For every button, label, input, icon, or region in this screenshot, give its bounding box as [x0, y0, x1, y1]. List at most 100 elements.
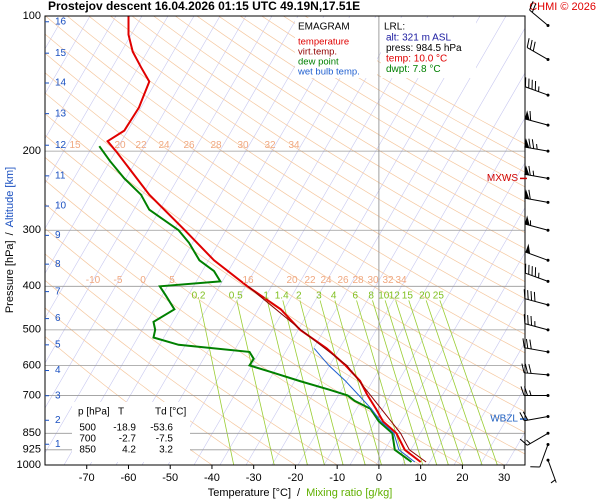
barb-base — [546, 176, 550, 180]
x-tick-label: 30 — [498, 472, 510, 484]
dry-adiabat — [45, 72, 525, 392]
profile-line — [106, 16, 422, 463]
mixing-ratio-label: 25 — [433, 290, 445, 301]
wind-barb — [519, 431, 550, 446]
altitude-label: 5 — [55, 339, 61, 350]
lrl-line: alt: 321 m ASL — [386, 33, 451, 44]
barb-full — [531, 3, 537, 13]
y-tick-label: 200 — [23, 145, 41, 157]
table-cell: -2.7 — [119, 434, 137, 445]
barb-half — [526, 439, 531, 444]
y-tick-label: 500 — [23, 324, 41, 336]
barb-full — [519, 438, 528, 446]
barb-full — [528, 189, 531, 200]
diagonal-line — [167, 16, 429, 465]
barb-staff — [524, 223, 549, 231]
barb-full — [528, 165, 531, 176]
legend-entry: dew point — [298, 57, 339, 68]
barb-base — [546, 93, 550, 97]
wind-barb — [519, 411, 550, 422]
dry-adiabat — [66, 16, 525, 317]
adiabat-label: 24 — [320, 275, 332, 286]
barb-full — [525, 338, 529, 349]
wind-barb — [524, 263, 550, 283]
mixing-ratio-label: 6 — [352, 290, 358, 301]
diagonal-line — [453, 341, 525, 465]
adiabat-label: 22 — [135, 140, 147, 151]
table-cell: 3.2 — [159, 445, 173, 456]
mixing-ratio-label: 20 — [419, 290, 431, 301]
y-tick-label: 400 — [23, 280, 41, 292]
adiabat-label: 22 — [304, 275, 316, 286]
lrl-title: LRL: — [384, 22, 405, 33]
altitude-label: 1 — [55, 439, 61, 450]
diagonal-line — [45, 16, 117, 140]
barb-half — [536, 144, 538, 150]
mixing-ratio-line — [408, 300, 464, 465]
y-label: Pressure [hPa] — [4, 240, 16, 313]
barb-staff — [524, 347, 549, 353]
barb-full — [529, 1, 534, 11]
x-tick-label: 20 — [456, 472, 468, 484]
diagonal-line — [375, 207, 525, 465]
table-cell: -53.6 — [150, 423, 173, 434]
altitude-label: 2 — [55, 415, 61, 426]
mixing-ratio-line — [199, 300, 235, 465]
barb-full — [533, 291, 536, 302]
x-tick-label: -20 — [287, 472, 303, 484]
x-tick-label: -50 — [162, 472, 178, 484]
barb-full — [528, 364, 532, 374]
diagonal-line — [45, 16, 169, 230]
barb-base — [546, 458, 550, 462]
y-label-sep: / — [4, 231, 16, 235]
barb-staff — [524, 298, 549, 306]
legend-entry: wet bulb temp. — [297, 67, 360, 78]
dry-adiabat — [153, 16, 525, 249]
barb-full — [523, 314, 526, 324]
barb-flag — [524, 215, 530, 226]
adiabat-label: 0 — [140, 275, 146, 286]
altitude-label: 14 — [55, 78, 67, 89]
adiabat-label: 20 — [114, 140, 126, 151]
barb-staff — [525, 272, 549, 282]
barb-base — [546, 328, 550, 332]
dry-adiabat — [88, 16, 525, 300]
diagonal-line — [219, 16, 481, 465]
adiabat-label: 32 — [264, 140, 276, 151]
mixing-ratio-line — [299, 300, 344, 465]
mixing-ratio-line — [395, 300, 449, 465]
barb-full — [527, 315, 529, 325]
x-tick-label: -30 — [246, 472, 262, 484]
mixing-ratio-label: 12 — [389, 290, 401, 301]
adiabat-label: 28 — [210, 140, 222, 151]
barb-full — [519, 412, 525, 421]
legend-box — [295, 18, 377, 78]
adiabat-label: 32 — [382, 275, 394, 286]
diagonal-line — [193, 16, 455, 465]
barb-full — [530, 315, 533, 326]
y-tick-label: 700 — [23, 389, 41, 401]
barb-staff — [524, 372, 549, 376]
table-box — [72, 402, 190, 462]
barb-full — [529, 110, 532, 121]
mixing-ratio-line — [319, 300, 366, 465]
diagonal-line — [45, 16, 91, 95]
table-header: Td [°C] — [155, 407, 186, 418]
wind-barb — [530, 442, 550, 468]
dry-adiabat — [196, 16, 525, 218]
altitude-label: 7 — [55, 286, 61, 297]
barb-staff — [524, 323, 549, 331]
barb-flag — [524, 189, 530, 200]
barb-base — [546, 393, 550, 397]
table-cell: 4.2 — [122, 445, 136, 456]
mixing-ratio-label: 2 — [296, 290, 302, 301]
barb-full — [524, 386, 528, 396]
barb-full — [531, 139, 535, 149]
plot-frame — [44, 15, 526, 466]
y-label-2: Altitude [km] — [4, 167, 16, 228]
barb-base — [546, 123, 550, 127]
mixing-ratio-line — [384, 300, 438, 465]
dry-adiabat — [45, 33, 525, 354]
y-tick-label: 850 — [23, 427, 41, 439]
